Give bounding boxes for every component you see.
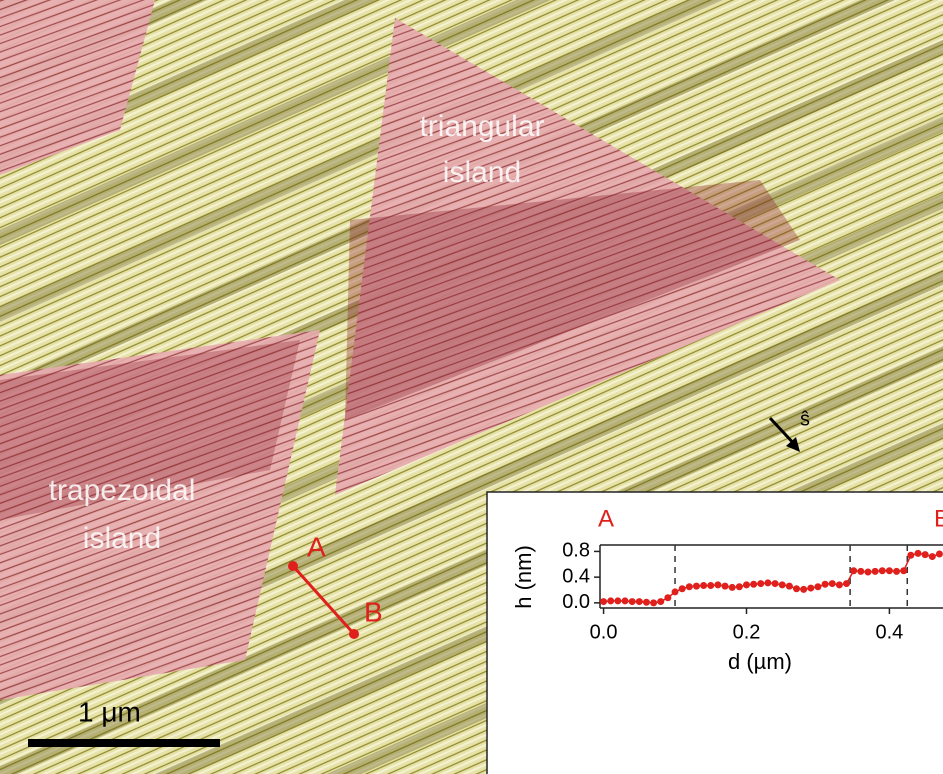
- profile-point: [729, 584, 736, 591]
- profile-point: [750, 581, 757, 588]
- profile-point: [629, 598, 636, 605]
- end-label: B: [934, 505, 943, 532]
- profile-point: [779, 581, 786, 588]
- profile-point: [600, 598, 607, 605]
- profile-point: [843, 580, 850, 587]
- profile-point: [836, 581, 843, 588]
- island-label: trapezoidal: [49, 474, 196, 507]
- profile-point: [914, 550, 921, 557]
- profile-point: [679, 585, 686, 592]
- profile-point: [693, 583, 700, 590]
- profile-point: [614, 597, 621, 604]
- profile-point: [807, 585, 814, 592]
- profile-point: [736, 583, 743, 590]
- profile-point: [686, 583, 693, 590]
- profile-point: [786, 583, 793, 590]
- profile-point: [700, 582, 707, 589]
- profile-point: [743, 581, 750, 588]
- profile-point: [893, 568, 900, 575]
- profile-point: [936, 551, 943, 558]
- x-tick-label: 0.0: [590, 621, 618, 643]
- profile-end: [349, 629, 359, 639]
- profile-point: [664, 594, 671, 601]
- profile-point: [857, 568, 864, 575]
- profile-point: [872, 568, 879, 575]
- y-tick-label: 0.0: [562, 591, 590, 613]
- profile-point: [636, 598, 643, 605]
- profile-point: [793, 585, 800, 592]
- island-label: island: [443, 156, 521, 189]
- profile-point: [622, 597, 629, 604]
- profile-point: [822, 581, 829, 588]
- profile-point: [757, 580, 764, 587]
- profile-point: [900, 567, 907, 574]
- profile-end: [288, 561, 298, 571]
- point-label: A: [307, 531, 326, 562]
- x-tick-label: 0.4: [876, 621, 904, 643]
- profile-point: [814, 583, 821, 590]
- start-label: A: [598, 505, 614, 532]
- profile-point: [650, 599, 657, 606]
- y-axis-label: h (nm): [511, 545, 536, 609]
- direction-label: ŝ: [800, 408, 810, 430]
- profile-point: [907, 552, 914, 559]
- island-label: island: [83, 522, 161, 555]
- y-tick-label: 0.4: [562, 565, 590, 587]
- profile-point: [850, 567, 857, 574]
- profile-point: [672, 588, 679, 595]
- y-tick-label: 0.8: [562, 540, 590, 562]
- profile-point: [929, 553, 936, 560]
- profile-point: [864, 569, 871, 576]
- inset-chart: A B h (nm) d (µm) 0.0 0.4 0.8 0.0 0.2 0.4: [487, 492, 943, 774]
- profile-point: [607, 597, 614, 604]
- profile-point: [643, 599, 650, 606]
- figure: triangular island trapezoidal island A B…: [0, 0, 943, 774]
- profile-point: [707, 582, 714, 589]
- point-label: B: [364, 596, 383, 627]
- island-label: triangular: [419, 110, 544, 143]
- x-tick-label: 0.2: [733, 621, 761, 643]
- profile-point: [714, 581, 721, 588]
- profile-point: [657, 598, 664, 605]
- profile-point: [879, 567, 886, 574]
- profile-point: [922, 551, 929, 558]
- profile-point: [772, 580, 779, 587]
- profile-point: [829, 580, 836, 587]
- profile-point: [800, 586, 807, 593]
- profile-point: [886, 567, 893, 574]
- scale-label: 1 μm: [78, 696, 141, 727]
- x-axis-label: d (µm): [728, 649, 792, 674]
- profile-point: [722, 583, 729, 590]
- profile-point: [764, 579, 771, 586]
